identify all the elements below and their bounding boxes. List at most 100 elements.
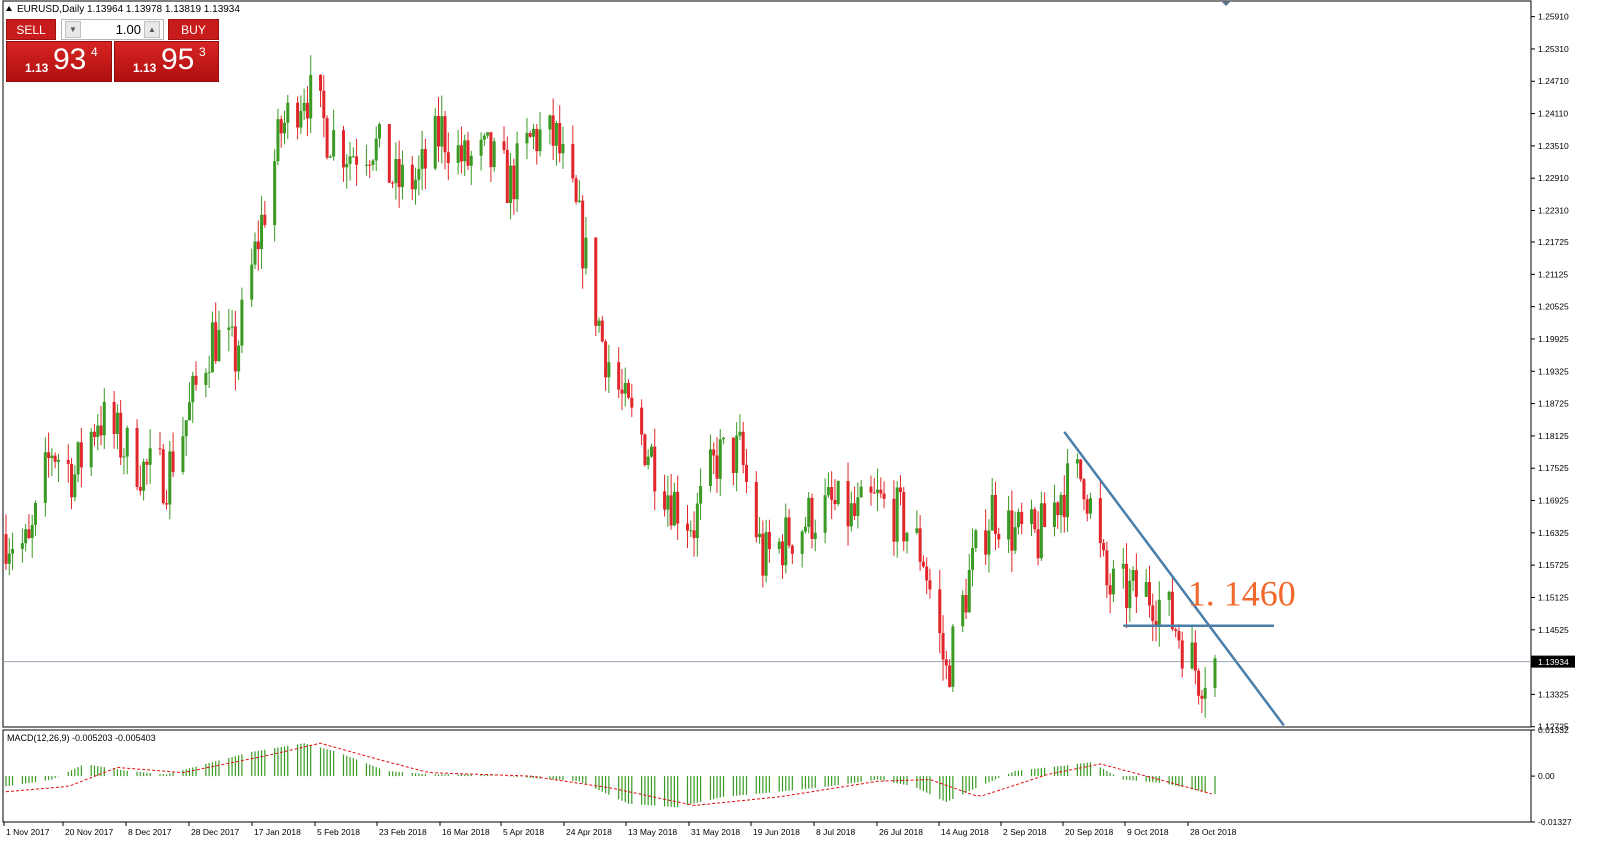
candle (364, 144, 368, 176)
candle (1180, 631, 1184, 678)
candle (279, 115, 283, 148)
candle (296, 96, 300, 140)
candle (322, 75, 326, 138)
candle (237, 340, 241, 381)
candle (538, 112, 542, 157)
candle (600, 315, 604, 343)
candle (76, 441, 80, 483)
candle (1085, 494, 1089, 522)
candle (1147, 565, 1151, 618)
symbol-collapse-icon[interactable] (6, 6, 12, 11)
sell-button[interactable]: SELL (6, 19, 56, 40)
candle (984, 509, 988, 565)
price-tick-label: 1.21125 (1538, 269, 1568, 279)
candle (73, 465, 77, 502)
lot-decrease-icon[interactable]: ▼ (65, 21, 81, 38)
lot-increase-icon[interactable]: ▲ (144, 21, 160, 38)
candle (915, 510, 919, 535)
candle (184, 420, 188, 456)
candle (1151, 593, 1155, 642)
time-tick-label: 14 Aug 2018 (941, 827, 989, 837)
candle (391, 180, 395, 189)
candle (597, 317, 601, 333)
candle (620, 368, 624, 411)
candle (1079, 459, 1083, 482)
candle (554, 120, 558, 166)
candle (712, 442, 716, 475)
candle (882, 481, 886, 509)
time-axis[interactable]: 1 Nov 2017 20 Nov 2017 8 Dec 2017 28 Dec 20… (3, 822, 1237, 837)
level-annotation-label: 1. 1460 (1188, 573, 1296, 613)
candle (640, 399, 644, 446)
candle (145, 458, 149, 485)
candle (1128, 568, 1132, 623)
candle (928, 568, 932, 599)
time-tick-label: 19 Jun 2018 (753, 827, 800, 837)
sell-quote[interactable]: 1.13 93 4 (6, 41, 112, 82)
price-axis[interactable]: 1.25910 1.25310 1.24710 1.24110 1.23510 1.229… (1531, 12, 1575, 732)
candle (1020, 502, 1024, 535)
time-tick-label: 9 Oct 2018 (1127, 827, 1169, 837)
candle (1062, 475, 1066, 533)
candle (210, 311, 214, 373)
price-tick-label: 1.22310 (1538, 206, 1569, 216)
candle (735, 422, 739, 492)
candle (1030, 499, 1034, 536)
candle (623, 367, 627, 407)
candle (761, 520, 765, 588)
candle (892, 480, 896, 556)
candle (653, 428, 657, 511)
candle (1197, 668, 1201, 705)
candle (299, 95, 303, 134)
price-tick-label: 1.25310 (1538, 44, 1569, 54)
candle (532, 124, 536, 150)
candle (492, 137, 496, 172)
lot-size-input[interactable]: ▼ 1.00 ▲ (61, 19, 164, 40)
macd-tick-label: 0.01332 (1538, 725, 1569, 735)
candle (417, 155, 421, 196)
price-tick-label: 1.16925 (1538, 496, 1569, 506)
candle (974, 528, 978, 552)
price-tick-label: 1.20525 (1538, 302, 1569, 312)
time-tick-label: 23 Feb 2018 (379, 827, 427, 837)
candle (594, 236, 598, 336)
descending-trendline[interactable] (1063, 431, 1285, 727)
candle (581, 194, 585, 289)
candle (214, 302, 218, 364)
candle (217, 310, 221, 362)
candle (1036, 511, 1040, 566)
candle (905, 531, 909, 554)
candle (4, 514, 8, 571)
candle (990, 477, 994, 531)
candle (1111, 559, 1115, 603)
candle (964, 578, 968, 620)
time-tick-label: 8 Dec 2017 (128, 827, 172, 837)
candle (479, 132, 483, 171)
price-tick-label: 1.19325 (1538, 366, 1569, 376)
buy-quote[interactable]: 1.13 95 3 (114, 41, 219, 82)
candle (230, 309, 234, 337)
candle (777, 538, 781, 554)
candlestick-series (4, 55, 1217, 718)
candle (256, 220, 260, 271)
candle (1088, 492, 1092, 519)
candle (722, 436, 726, 445)
time-tick-label: 20 Sep 2018 (1065, 827, 1113, 837)
macd-histogram (5, 743, 1216, 808)
candle (27, 514, 31, 540)
buy-quote-prefix: 1.13 (133, 61, 157, 75)
candle (830, 471, 834, 520)
candle (810, 493, 814, 549)
candle (944, 650, 948, 679)
candle (466, 131, 470, 170)
price-tick-label: 1.16325 (1538, 528, 1569, 538)
candle (1043, 492, 1047, 528)
sell-quote-prefix: 1.13 (25, 61, 49, 75)
time-tick-label: 2 Sep 2018 (1003, 827, 1047, 837)
candle (807, 491, 811, 534)
candle (692, 511, 696, 557)
chart-shift-icon[interactable] (1221, 1, 1231, 6)
buy-button[interactable]: BUY (168, 19, 219, 40)
candle (332, 109, 336, 161)
